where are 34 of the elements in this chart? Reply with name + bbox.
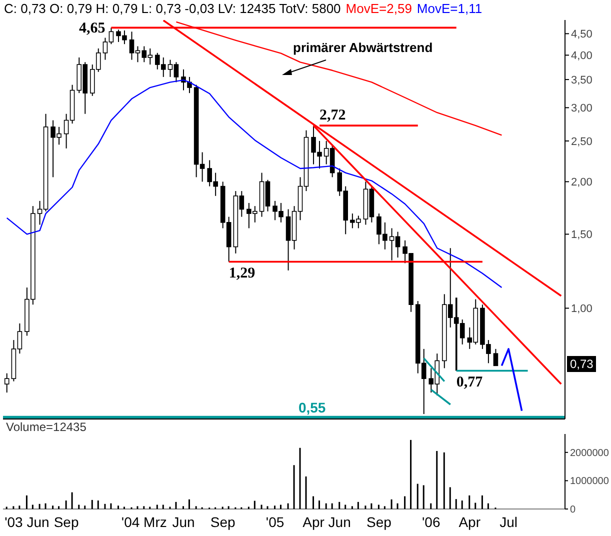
x-tick-label: '05 bbox=[266, 514, 284, 530]
y-tick-label: 1000000 bbox=[570, 476, 610, 488]
x-tick-label: Jun bbox=[172, 514, 195, 530]
y-tick-label: 1,50 bbox=[571, 229, 592, 242]
y-tick-label: 3,50 bbox=[571, 74, 592, 86]
y-tick-label: 1,00 bbox=[571, 303, 592, 316]
text: 0,73 bbox=[567, 356, 596, 372]
x-tick-label: '04 Mrz bbox=[121, 514, 167, 530]
y-tick-label: 4,50 bbox=[571, 28, 592, 41]
chart-title: Volume=12435 bbox=[6, 420, 86, 434]
x-tick-label: Jul bbox=[500, 514, 518, 530]
annotation: 1,29 bbox=[228, 266, 256, 282]
x-tick-label: '03 Jun bbox=[4, 514, 50, 530]
y-tick-label: 4,00 bbox=[571, 50, 592, 62]
y-tick-label: 2,50 bbox=[571, 136, 592, 148]
annotation: 4,65 bbox=[78, 20, 106, 37]
y-tick-label: 3,00 bbox=[571, 102, 592, 115]
y-tick-label: 2,00 bbox=[571, 176, 592, 189]
x-tick-label: '06 bbox=[422, 514, 440, 530]
annotation: primärer Abwärtstrend bbox=[293, 40, 433, 55]
text: MovE=1,11 bbox=[416, 1, 482, 16]
text: MovE=2,59 bbox=[346, 1, 412, 16]
chart-title: C: 0,73 O: 0,79 H: 0,79 L: 0,73 -0,03 LV: 12435 TotV: 5800 bbox=[4, 1, 341, 16]
x-tick-label: Apr bbox=[458, 514, 481, 530]
x-tick-label: Sep bbox=[366, 514, 392, 530]
x-tick-label: Sep bbox=[210, 514, 236, 530]
ref-line-label: 0,55 bbox=[298, 399, 326, 416]
x-tick-label: Apr bbox=[302, 514, 325, 530]
y-tick-label: 0 bbox=[570, 504, 576, 516]
x-tick-label: Jun bbox=[328, 514, 351, 530]
y-tick-label: 2000000 bbox=[570, 448, 610, 459]
annotation: 2,72 bbox=[320, 108, 346, 124]
annotation: 0,77 bbox=[456, 374, 484, 391]
x-tick-label: Sep bbox=[54, 514, 79, 530]
